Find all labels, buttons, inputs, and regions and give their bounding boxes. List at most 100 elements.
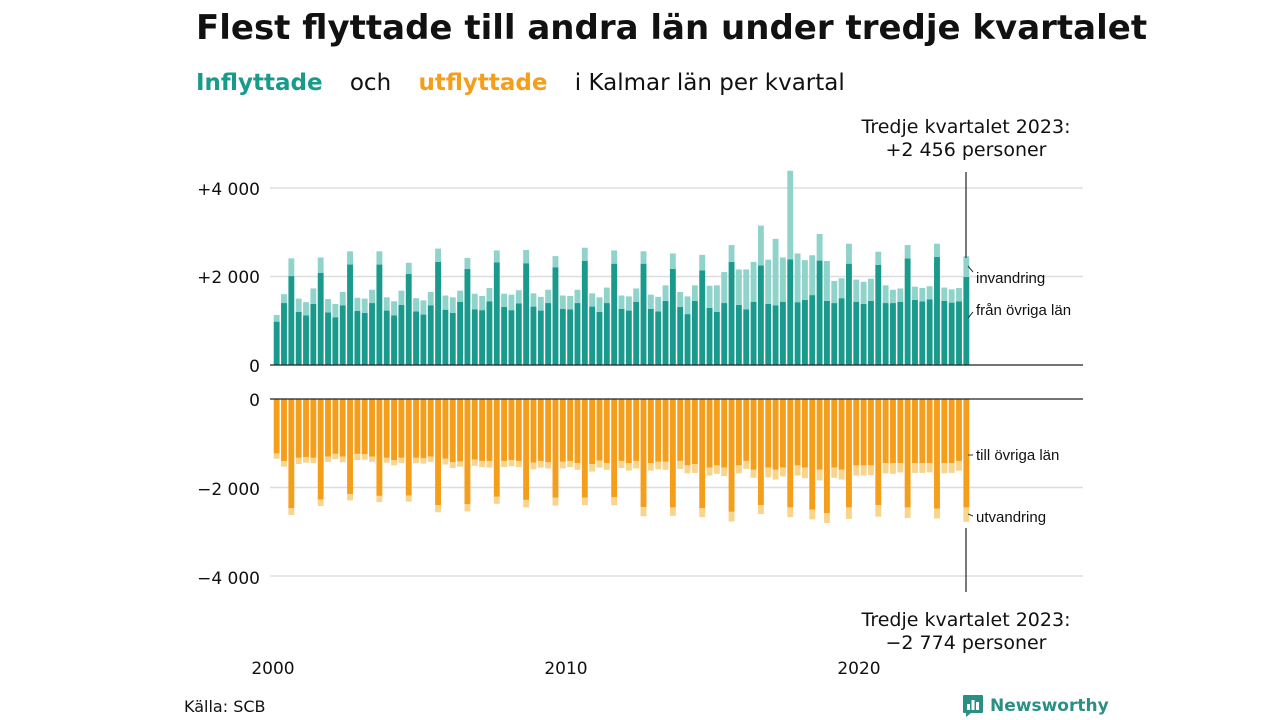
bar-out-domestic bbox=[413, 399, 419, 458]
bar-out-emigration bbox=[303, 456, 309, 463]
bar-out-domestic bbox=[625, 399, 632, 464]
bar-out-domestic bbox=[662, 399, 669, 462]
label-tick-in-bottom bbox=[967, 311, 974, 319]
bar-in-domestic bbox=[963, 276, 970, 365]
bar-in-immigration bbox=[273, 315, 280, 322]
bar-in-immigration bbox=[750, 261, 757, 302]
bar-in-domestic bbox=[743, 309, 750, 365]
out-tick-4000: −4 000 bbox=[197, 569, 260, 589]
bar-out-domestic bbox=[618, 399, 625, 461]
bar-in-immigration bbox=[559, 295, 566, 309]
bar-in-immigration bbox=[625, 296, 632, 311]
bar-in-domestic bbox=[303, 315, 309, 365]
bar-out-emigration bbox=[471, 459, 478, 466]
bar-out-emigration bbox=[772, 469, 779, 480]
bar-out-emigration bbox=[405, 495, 412, 502]
bar-out-emigration bbox=[713, 465, 720, 474]
bar-out-domestic bbox=[464, 399, 471, 505]
bar-out-domestic bbox=[706, 399, 713, 468]
bar-in-immigration bbox=[420, 300, 427, 315]
bar-out-emigration bbox=[515, 460, 522, 468]
bar-in-immigration bbox=[354, 297, 361, 312]
bar-out-domestic bbox=[545, 399, 552, 463]
bar-in-immigration bbox=[369, 289, 375, 304]
bar-in-immigration bbox=[493, 250, 500, 263]
bar-out-domestic bbox=[691, 399, 698, 465]
bar-out-emigration bbox=[369, 456, 375, 462]
bar-in-domestic bbox=[435, 261, 442, 365]
bar-out-emigration bbox=[824, 513, 830, 523]
bar-in-domestic bbox=[376, 264, 383, 365]
bar-out-emigration bbox=[897, 463, 904, 473]
gridlines bbox=[270, 187, 1083, 577]
bar-out-domestic bbox=[442, 399, 449, 459]
bar-in-domestic bbox=[846, 263, 852, 365]
bar-in-domestic bbox=[325, 312, 331, 365]
bar-in-domestic bbox=[567, 309, 574, 365]
label-tick-out-bottom bbox=[967, 513, 974, 517]
bar-out-emigration bbox=[669, 507, 676, 516]
bar-in-domestic bbox=[684, 314, 691, 365]
bar-out-emigration bbox=[486, 460, 493, 468]
bar-in-immigration bbox=[912, 286, 918, 300]
bar-out-domestic bbox=[831, 399, 838, 468]
bar-out-domestic bbox=[713, 399, 720, 466]
bar-in-immigration bbox=[934, 243, 940, 258]
bar-out-domestic bbox=[956, 399, 962, 461]
bar-in-immigration bbox=[809, 255, 816, 296]
bar-out-domestic bbox=[339, 399, 346, 457]
bar-in-domestic bbox=[934, 257, 940, 365]
bar-in-domestic bbox=[398, 304, 405, 365]
bar-out-emigration bbox=[699, 508, 706, 518]
bar-out-emigration bbox=[457, 461, 464, 467]
bar-in-domestic bbox=[691, 300, 698, 365]
bar-in-domestic bbox=[420, 314, 427, 366]
bar-out-domestic bbox=[677, 399, 684, 461]
bar-out-emigration bbox=[882, 463, 889, 474]
bar-in-immigration bbox=[281, 294, 287, 304]
callout-top-line2: +2 456 personer bbox=[886, 139, 1047, 161]
bar-out-emigration bbox=[347, 494, 353, 501]
bar-in-immigration bbox=[677, 291, 684, 308]
bar-in-domestic bbox=[875, 265, 882, 365]
bar-in-immigration bbox=[647, 294, 654, 309]
bar-out-domestic bbox=[376, 399, 383, 496]
bar-in-domestic bbox=[479, 310, 486, 365]
bar-out-domestic bbox=[457, 399, 464, 462]
bar-in-domestic bbox=[831, 303, 838, 365]
bar-in-domestic bbox=[339, 305, 346, 365]
bar-in-domestic bbox=[552, 267, 559, 365]
bar-out-domestic bbox=[574, 399, 581, 464]
bar-out-domestic bbox=[816, 399, 823, 470]
bar-out-domestic bbox=[383, 399, 390, 458]
bar-in-domestic bbox=[824, 300, 830, 365]
bar-out-domestic bbox=[596, 399, 603, 461]
subtitle-inflyttade: Inflyttade bbox=[196, 70, 323, 96]
bar-out-emigration bbox=[963, 507, 970, 522]
bar-out-emigration bbox=[838, 469, 845, 480]
bar-out-domestic bbox=[449, 399, 456, 463]
bar-out-emigration bbox=[875, 505, 882, 517]
bar-in-immigration bbox=[691, 285, 698, 301]
bar-out-emigration bbox=[361, 454, 368, 460]
bar-in-domestic bbox=[530, 306, 537, 365]
bar-in-domestic bbox=[574, 303, 581, 365]
label-tick-in-top bbox=[967, 265, 974, 273]
bar-out-emigration bbox=[904, 507, 911, 519]
bar-out-emigration bbox=[728, 511, 735, 522]
chart-title: Flest flyttade till andra län under tred… bbox=[196, 8, 1148, 48]
bar-in-immigration bbox=[846, 243, 852, 264]
bar-in-immigration bbox=[743, 269, 750, 310]
bar-out-domestic bbox=[420, 399, 427, 459]
bar-out-domestic bbox=[728, 399, 735, 512]
bar-in-domestic bbox=[464, 268, 471, 365]
bar-out-domestic bbox=[567, 399, 574, 461]
bar-in-domestic bbox=[625, 310, 632, 365]
bar-out-domestic bbox=[288, 399, 295, 509]
bar-out-domestic bbox=[875, 399, 882, 506]
newsworthy-logo: Newsworthy bbox=[962, 694, 1109, 718]
bar-in-domestic bbox=[713, 311, 720, 365]
bar-in-domestic bbox=[501, 307, 508, 365]
bar-out-domestic bbox=[317, 399, 324, 500]
bar-out-domestic bbox=[912, 399, 918, 464]
